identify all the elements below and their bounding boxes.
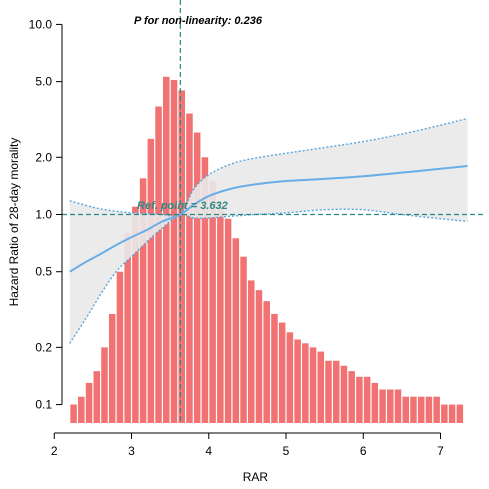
histogram-bar [379, 389, 386, 423]
histogram-bar [108, 313, 116, 423]
histogram-bar [425, 396, 433, 423]
histogram-bar [147, 138, 155, 424]
y-tick-label: 0.2 [35, 340, 52, 354]
y-tick-label: 10.0 [29, 17, 53, 31]
histogram-bar [78, 396, 85, 423]
histogram-bar [448, 404, 456, 423]
y-tick-label: 5.0 [35, 75, 52, 89]
x-axis-title: RAR [243, 470, 269, 484]
histogram-bar [417, 396, 425, 423]
histogram-bar [263, 301, 270, 423]
x-tick-label: 6 [360, 444, 367, 458]
histogram-bar [356, 376, 363, 423]
x-tick-label: 7 [437, 444, 444, 458]
histogram-bar [332, 360, 340, 423]
y-tick-label: 1.0 [35, 208, 52, 222]
x-tick-label: 3 [128, 444, 135, 458]
y-tick-label: 0.1 [35, 398, 52, 412]
histogram-bar [340, 365, 348, 423]
ci-upper-line [69, 117, 468, 218]
histogram-bar [124, 232, 131, 423]
histogram-bar [85, 382, 93, 423]
histogram-bar [286, 332, 294, 423]
histogram-bar [163, 76, 170, 423]
histogram-bar [240, 256, 247, 423]
histogram-bars [70, 76, 464, 424]
histogram-bar [278, 322, 286, 423]
histogram-bar [209, 181, 216, 423]
histogram-bar [116, 271, 124, 423]
y-tick-label: 2.0 [35, 150, 52, 164]
histogram-bar [394, 389, 402, 423]
histogram-bar [93, 371, 101, 423]
nonlinearity-annotation: P for non-linearity: 0.236 [134, 15, 263, 27]
histogram-bar [178, 90, 185, 423]
ci-lower-line [69, 208, 468, 344]
histogram-bar [101, 347, 108, 423]
histogram-bar [302, 343, 309, 423]
histogram-bar [317, 351, 325, 423]
histogram-bar [410, 396, 417, 423]
histogram-bar [201, 157, 209, 423]
histogram-bar [309, 347, 317, 423]
x-tick-label: 4 [205, 444, 212, 458]
histogram-bar [348, 371, 355, 423]
histogram-bar [232, 238, 240, 423]
confidence-band [69, 118, 468, 344]
x-tick-label: 2 [51, 444, 58, 458]
y-axis-title: Hazard Ratio of 28-day morality [7, 138, 21, 307]
histogram-bar [325, 360, 332, 423]
histogram-bar [255, 290, 263, 423]
histogram-bar [155, 106, 162, 423]
histogram-bar [170, 80, 178, 423]
histogram-bar [70, 404, 77, 423]
histogram-bar [371, 382, 379, 423]
histogram-bar [271, 313, 278, 423]
histogram-bar [456, 404, 464, 423]
histogram-bar [433, 396, 440, 423]
histogram-bar [402, 396, 410, 423]
histogram-bar [224, 218, 232, 423]
histogram-bar [186, 113, 193, 423]
histogram-bar [139, 178, 147, 423]
axes: 0.1 0.2 0.5 1.0 2.0 5.0 10.0 2 3 4 5 6 7 [29, 17, 445, 458]
histogram-bar [441, 404, 448, 423]
histogram-bar [294, 339, 301, 423]
histogram-bar [387, 389, 394, 423]
histogram-bar [217, 202, 224, 423]
histogram-bar [132, 206, 139, 423]
histogram-bar [247, 280, 255, 423]
histogram-bar [363, 376, 371, 423]
y-tick-label: 0.5 [35, 265, 52, 279]
ref-point-annotation: Ref. point = 3.632 [137, 200, 228, 212]
hazard-ratio-line [69, 164, 468, 273]
x-tick-label: 5 [283, 444, 290, 458]
histogram-bar [193, 132, 201, 423]
